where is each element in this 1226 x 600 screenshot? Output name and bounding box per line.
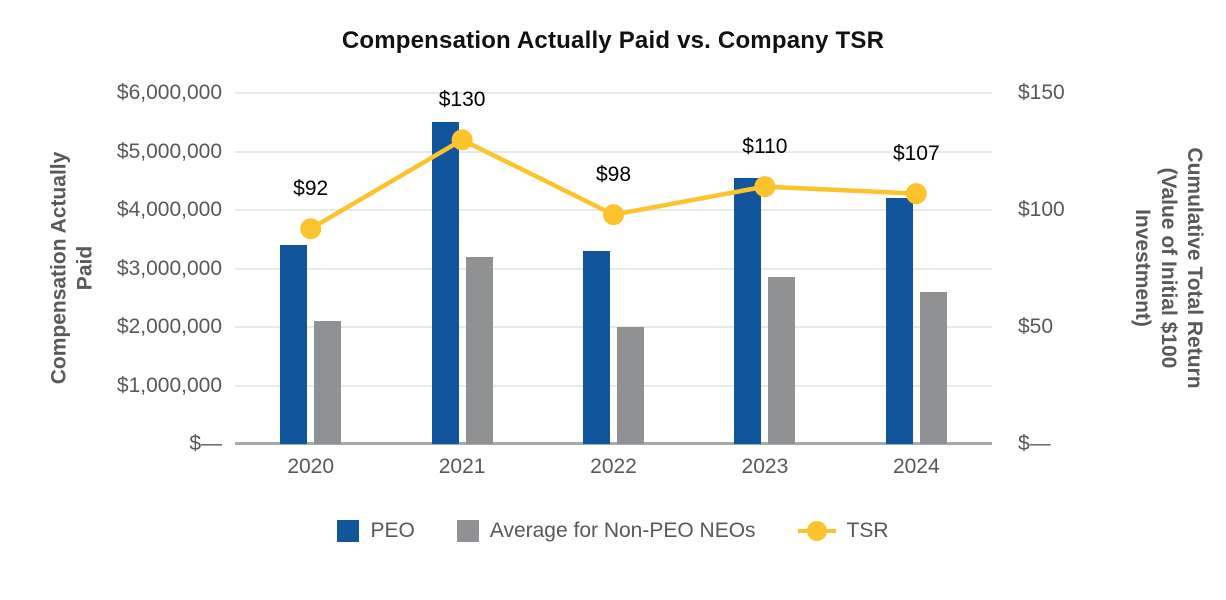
right-axis-tick-label: $100: [1018, 198, 1065, 221]
left-axis-tick-label: $4,000,000: [116, 198, 222, 221]
left-axis-tick-label: $—: [189, 432, 222, 455]
gridline: [235, 326, 992, 328]
tsr-data-label-2022: $98: [595, 162, 632, 186]
left-axis-tick-label: $5,000,000: [116, 139, 222, 163]
left-axis-title-line: Compensation Actually: [47, 151, 71, 385]
right-axis-title: Cumulative Total Return (Value of Initial…: [1129, 78, 1207, 458]
tsr-data-label-2020: $92: [293, 176, 329, 200]
legend: PEO Average for Non-PEO NEOs TSR: [0, 519, 1226, 543]
legend-label-peo: PEO: [370, 519, 415, 542]
left-axis-tick-label: $3,000,000: [116, 256, 222, 280]
right-axis-title-line: Investment): [1131, 209, 1154, 327]
legend-label-average-for-non-peo-neos: Average for Non-PEO NEOs: [489, 519, 756, 542]
bar-peo-2022: [583, 250, 610, 444]
legend-item-tsr: TSR: [797, 519, 889, 543]
bar-peo-2024: [885, 198, 913, 444]
bar-average-for-non-peo-neos-2021: [465, 256, 493, 444]
bar-average-for-non-peo-neos-2023: [768, 277, 796, 444]
left-axis-tick-label: $2,000,000: [116, 315, 222, 338]
bar-peo-2020: [280, 245, 308, 444]
left-axis-tick-label: $1,000,000: [116, 373, 222, 397]
x-axis-label-2021: 2021: [438, 455, 486, 478]
bar-peo-2021: [431, 122, 459, 444]
legend-item-peo: PEO: [337, 519, 415, 543]
x-axis-label-2020: 2020: [287, 455, 335, 478]
x-axis-label-2022: 2022: [590, 455, 637, 478]
right-axis-tick-label: $150: [1018, 81, 1065, 104]
left-axis-title: Compensation Actually Paid: [47, 93, 99, 444]
tsr-data-label-2024: $107: [892, 141, 940, 165]
right-axis-title-line: (Value of Initial $100: [1157, 167, 1180, 369]
legend-item-average-for-non-peo-neos: Average for Non-PEO NEOs: [456, 519, 756, 543]
tsr-data-label-2023: $110: [742, 134, 788, 158]
x-axis-line: [235, 442, 992, 445]
bar-average-for-non-peo-neos-2024: [919, 291, 947, 444]
tsr-marker-2022: [603, 204, 624, 226]
legend-line-marker-icon: [797, 520, 836, 542]
left-axis-tick-label: $6,000,000: [116, 81, 222, 104]
chart-title: Compensation Actually Paid vs. Company T…: [341, 27, 885, 54]
bar-average-for-non-peo-neos-2020: [314, 321, 342, 444]
x-axis-label-2023: 2023: [741, 455, 789, 478]
tsr-marker-2020: [300, 218, 322, 240]
x-axis-label-2024: 2024: [892, 455, 940, 478]
right-axis-tick-label: $50: [1018, 315, 1054, 338]
legend-swatch-average-for-non-peo-neos: [456, 520, 479, 542]
right-axis-tick-label: $—: [1018, 432, 1051, 455]
gridline: [235, 209, 992, 211]
bar-average-for-non-peo-neos-2022: [617, 327, 644, 444]
tsr-data-label-2021: $130: [438, 87, 486, 111]
gridline: [235, 384, 992, 387]
gridline: [235, 267, 992, 270]
legend-dot-icon: [806, 521, 827, 541]
bar-peo-2023: [734, 177, 762, 444]
legend-label-tsr: TSR: [846, 519, 889, 542]
gridline: [235, 92, 992, 94]
right-axis-title-line: Cumulative Total Return: [1183, 147, 1206, 389]
legend-swatch-peo: [337, 520, 360, 542]
